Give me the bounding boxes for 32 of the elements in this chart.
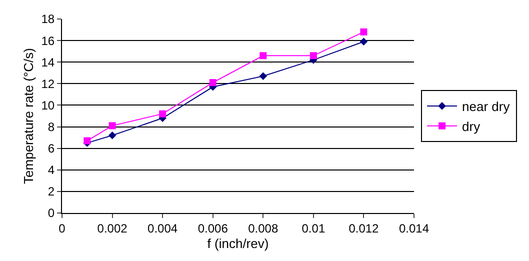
x-tick-label: 0.012 bbox=[348, 221, 380, 236]
point bbox=[310, 52, 317, 60]
y-tick-label: 8 bbox=[48, 120, 55, 134]
x-tick-label: 0.01 bbox=[302, 221, 326, 236]
point bbox=[108, 132, 116, 140]
point bbox=[260, 52, 267, 60]
y-tick-label: 16 bbox=[41, 34, 55, 48]
y-tick-label: 10 bbox=[41, 98, 55, 112]
legend-label: near dry bbox=[462, 99, 510, 114]
x-tick-label: 0.008 bbox=[248, 221, 278, 236]
point bbox=[360, 28, 368, 36]
x-tick-label: 0.004 bbox=[148, 221, 178, 236]
point bbox=[159, 110, 166, 118]
y-tick-label: 12 bbox=[41, 76, 55, 91]
point bbox=[84, 137, 91, 144]
x-axis-title: f (inch/rev) bbox=[207, 236, 269, 251]
y-tick-label: 4 bbox=[48, 163, 55, 178]
y-tick-label: 0 bbox=[48, 206, 55, 220]
y-tick-label: 2 bbox=[48, 184, 55, 199]
x-tick-label: 0.002 bbox=[97, 221, 128, 236]
point bbox=[209, 79, 216, 86]
y-tick-label: 14 bbox=[41, 55, 55, 70]
point bbox=[259, 72, 268, 80]
x-tick-label: 0.006 bbox=[198, 221, 228, 236]
x-tick-label: 0 bbox=[58, 221, 66, 236]
y-tick-label: 6 bbox=[48, 142, 55, 156]
y-axis-title: Temperature rate (°C/s) bbox=[21, 48, 36, 184]
y-tick-label: 18 bbox=[41, 12, 55, 26]
legend-label: dry bbox=[462, 118, 481, 134]
point bbox=[108, 122, 116, 130]
x-tick-label: 0.014 bbox=[398, 221, 430, 236]
point bbox=[360, 38, 368, 46]
